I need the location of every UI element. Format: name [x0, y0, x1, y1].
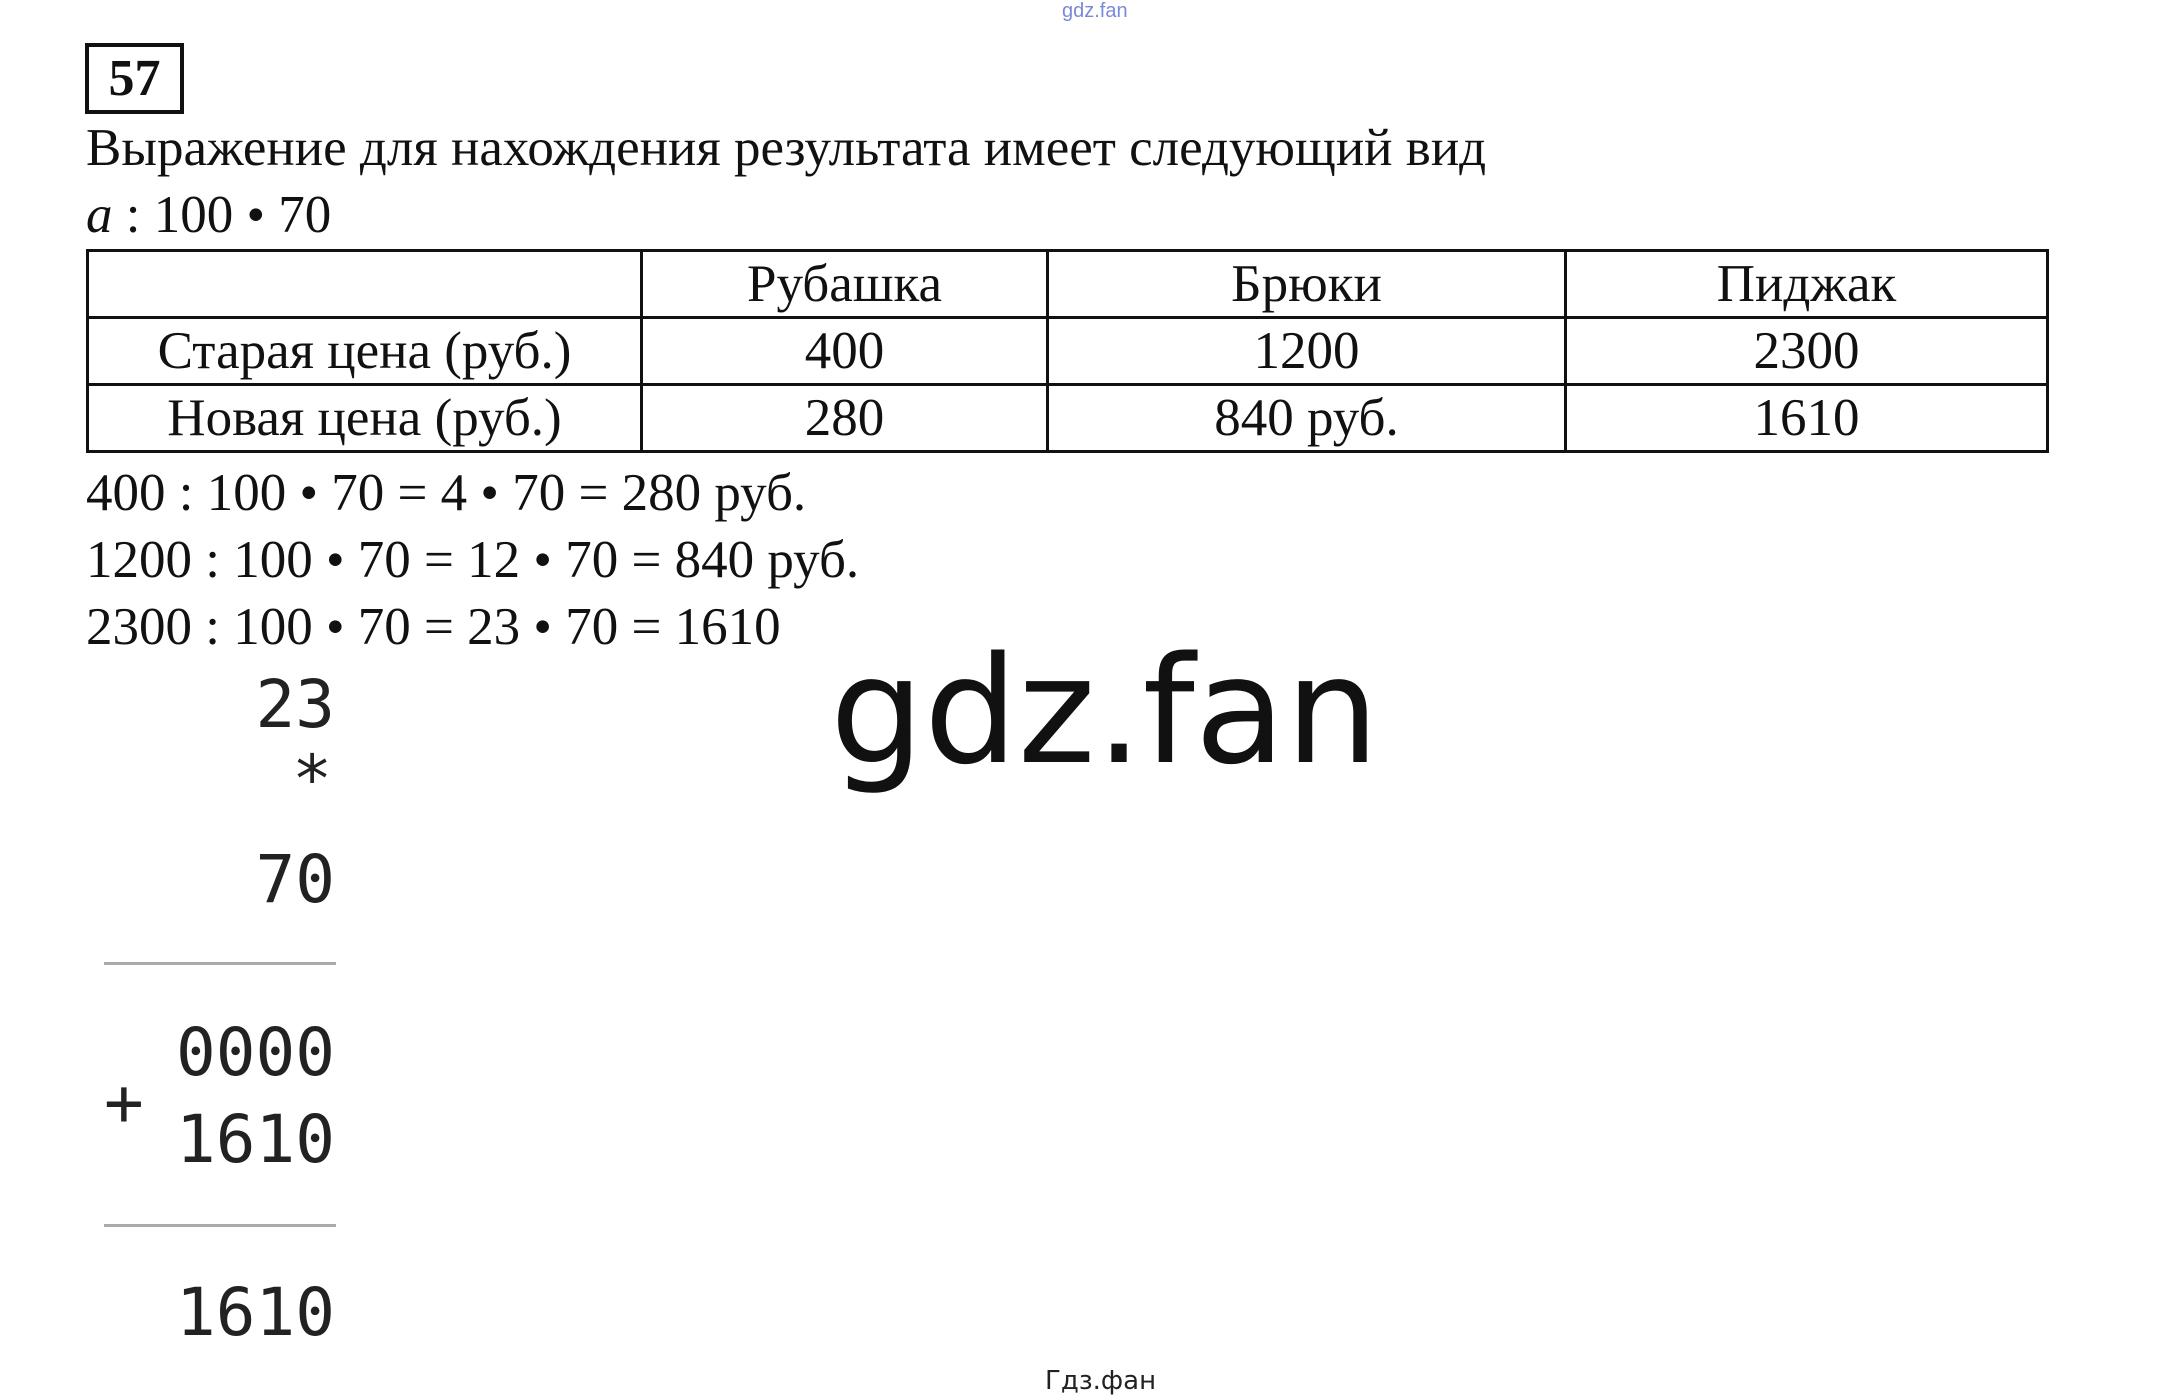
watermark-center: gdz.fan: [830, 625, 1380, 797]
table-cell: 1610: [1564, 383, 2049, 453]
equation: 1200 : 100 • 70 = 12 • 70 = 840 руб.: [86, 531, 860, 589]
table-header: Пиджак: [1564, 249, 2049, 319]
table-cell: Старая цена (руб.): [86, 316, 643, 386]
table-header-row: Рубашка Брюки Пиджак: [86, 249, 2049, 319]
table-cell: 280: [640, 383, 1049, 453]
table-cell: 1200: [1046, 316, 1567, 386]
equation: 400 : 100 • 70 = 4 • 70 = 280 руб.: [86, 464, 807, 522]
table-cell: 400: [640, 316, 1049, 386]
table-row: Старая цена (руб.) 400 1200 2300: [86, 316, 2049, 386]
divider-line: [104, 962, 336, 965]
price-table: Рубашка Брюки Пиджак Старая цена (руб.) …: [86, 249, 2049, 453]
partial-product-2: 1610: [176, 1101, 335, 1178]
table-row: Новая цена (руб.) 280 840 руб. 1610: [86, 383, 2049, 453]
table-header: Брюки: [1046, 249, 1567, 319]
formula-rest: : 100 • 70: [112, 186, 332, 244]
partial-product-1: 0000: [176, 1014, 335, 1091]
divider-line: [104, 1224, 336, 1227]
watermark-bottom: Гдз.фан: [1045, 1366, 1157, 1396]
formula: a : 100 • 70: [86, 185, 331, 245]
table-cell: Новая цена (руб.): [86, 383, 643, 453]
task-number: 57: [85, 43, 184, 114]
mult-operand-b: 70: [255, 841, 335, 918]
table-header: Рубашка: [640, 249, 1049, 319]
mult-operator: *: [292, 741, 332, 818]
table-cell: 2300: [1564, 316, 2049, 386]
table-cell: 840 руб.: [1046, 383, 1567, 453]
watermark-top: gdz.fan: [1062, 0, 1128, 22]
mult-operand-a: 23: [255, 666, 335, 743]
mult-result: 1610: [176, 1274, 335, 1351]
plus-sign: +: [104, 1064, 144, 1141]
formula-var: a: [86, 186, 113, 244]
intro-text: Выражение для нахождения результата имее…: [86, 119, 1487, 177]
equation: 2300 : 100 • 70 = 23 • 70 = 1610: [86, 598, 781, 656]
table-header: [86, 249, 643, 319]
